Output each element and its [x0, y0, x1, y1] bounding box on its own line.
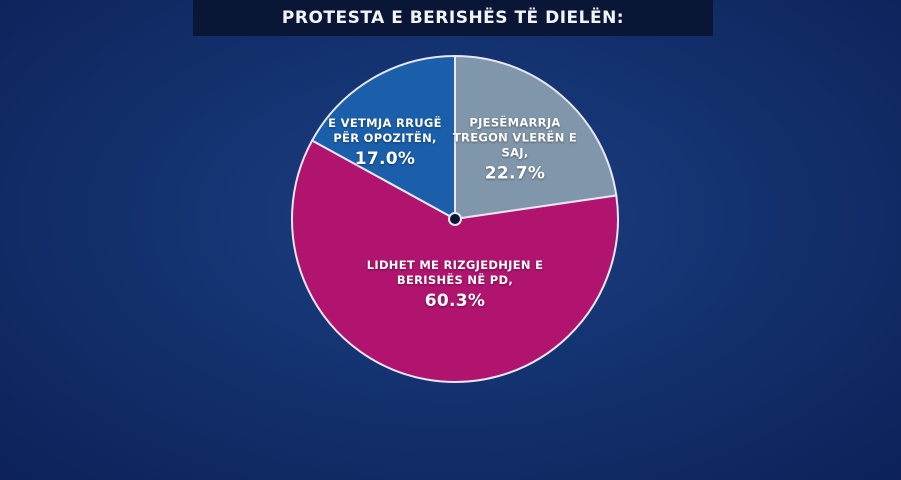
slice-label-1: LIDHET ME RIZGJEDHJEN E BERISHËS NË PD, … — [360, 258, 550, 312]
pie-center-dot — [448, 212, 462, 226]
slice-label-2: E VETMJA RRUGË PËR OPOZITËN, 17.0% — [323, 116, 448, 170]
slice-label-text: PJESËMARRJA TREGON VLERËN E SAJ, — [452, 115, 578, 160]
slice-label-0: PJESËMARRJA TREGON VLERËN E SAJ, 22.7% — [440, 116, 590, 185]
pie-slice-1 — [291, 139, 619, 383]
slice-label-text: LIDHET ME RIZGJEDHJEN E BERISHËS NË PD, — [366, 258, 544, 287]
chart-title: PROTESTA E BERISHËS TË DIELËN: — [281, 8, 625, 28]
slice-value-label: 22.7% — [484, 163, 546, 184]
pie-slice-0 — [454, 54, 618, 221]
chart-title-bar: PROTESTA E BERISHËS TË DIELËN: — [193, 0, 713, 36]
slice-label-text: E VETMJA RRUGË PËR OPOZITËN, — [328, 116, 442, 145]
slice-value-label: 60.3% — [424, 291, 486, 311]
slice-value-label: 17.0% — [354, 149, 416, 169]
pie-slice-2 — [310, 54, 456, 221]
